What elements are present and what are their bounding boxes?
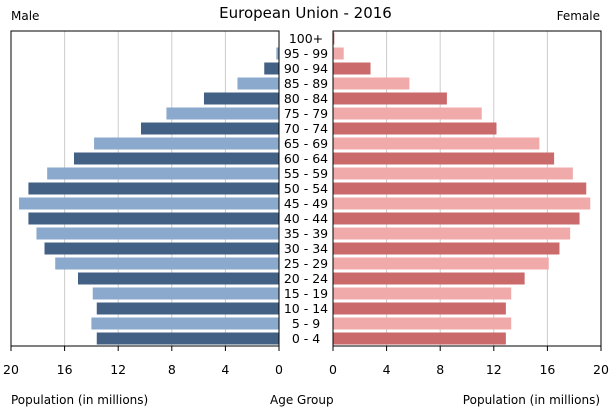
x-tick-label: 0 <box>275 362 283 377</box>
x-ticks-right: 0 4 8 12 16 20 <box>329 346 609 377</box>
age-group-label: 10 - 14 <box>284 301 328 316</box>
male-bar-70-74 <box>140 122 279 135</box>
age-group-label: 30 - 34 <box>284 241 328 256</box>
female-bar-20-24 <box>333 272 525 285</box>
female-bar-45-49 <box>333 197 591 210</box>
age-group-label: 60 - 64 <box>284 151 328 166</box>
male-bar-50-54 <box>28 182 280 195</box>
x-tick-label: 0 <box>329 362 337 377</box>
female-bar-0-4 <box>333 332 506 345</box>
male-bar-60-64 <box>73 152 279 165</box>
x-tick-label: 4 <box>383 362 391 377</box>
male-bars <box>19 32 280 345</box>
male-bar-75-79 <box>166 107 279 120</box>
age-group-label: 65 - 69 <box>284 136 328 151</box>
age-group-label: 85 - 89 <box>284 76 328 91</box>
male-bar-30-34 <box>44 242 279 255</box>
age-group-label: 25 - 29 <box>284 256 328 271</box>
female-bar-70-74 <box>333 122 497 135</box>
female-bar-100 <box>333 32 335 45</box>
male-bar-20-24 <box>78 272 279 285</box>
x-tick-label: 12 <box>110 362 126 377</box>
female-bar-40-44 <box>333 212 580 225</box>
female-bar-35-39 <box>333 227 571 240</box>
x-tick-label: 8 <box>436 362 444 377</box>
age-group-label: 50 - 54 <box>284 181 328 196</box>
male-label: Male <box>11 9 40 23</box>
female-bar-55-59 <box>333 167 573 180</box>
male-bar-40-44 <box>28 212 280 225</box>
age-group-label: 45 - 49 <box>284 196 328 211</box>
x-tick-label: 16 <box>539 362 555 377</box>
female-bar-65-69 <box>333 137 540 150</box>
female-bar-90-94 <box>333 62 371 75</box>
female-bar-15-19 <box>333 287 512 300</box>
male-bar-95-99 <box>276 47 279 60</box>
age-group-label: 35 - 39 <box>284 226 328 241</box>
female-bar-85-89 <box>333 77 410 90</box>
x-axis-label-right: Population (in millions) <box>462 393 600 407</box>
age-group-label: 0 - 4 <box>292 331 320 346</box>
male-bar-55-59 <box>47 167 280 180</box>
x-ticks-left: 20 16 12 8 4 0 <box>3 346 283 377</box>
male-bar-0-4 <box>96 332 279 345</box>
female-bar-60-64 <box>333 152 555 165</box>
age-group-label: 75 - 79 <box>284 106 328 121</box>
x-tick-label: 4 <box>221 362 229 377</box>
age-group-label: 95 - 99 <box>284 46 328 61</box>
male-bar-15-19 <box>92 287 280 300</box>
female-label: Female <box>556 9 600 23</box>
female-bar-30-34 <box>333 242 560 255</box>
x-tick-label: 20 <box>3 362 19 377</box>
x-tick-label: 12 <box>486 362 502 377</box>
female-bar-25-29 <box>333 257 549 270</box>
female-plot-frame <box>332 30 602 347</box>
male-bar-90-94 <box>264 62 279 75</box>
age-group-label: 55 - 59 <box>284 166 328 181</box>
female-bars <box>333 32 591 345</box>
age-group-label: 15 - 19 <box>284 286 328 301</box>
age-group-label: 20 - 24 <box>284 271 328 286</box>
male-bar-85-89 <box>237 77 279 90</box>
age-group-label: 40 - 44 <box>284 211 328 226</box>
male-plot-frame <box>10 30 280 347</box>
male-bar-80-84 <box>203 92 279 105</box>
female-bar-95-99 <box>333 47 344 60</box>
male-bar-35-39 <box>36 227 280 240</box>
chart-title: European Union - 2016 <box>219 4 392 22</box>
age-group-label: 90 - 94 <box>284 61 328 76</box>
age-group-label: 70 - 74 <box>284 121 328 136</box>
female-bar-50-54 <box>333 182 587 195</box>
x-axis-label-left: Population (in millions) <box>11 393 149 407</box>
x-tick-label: 20 <box>593 362 609 377</box>
male-bar-5-9 <box>91 317 280 330</box>
female-bar-75-79 <box>333 107 482 120</box>
x-tick-label: 16 <box>57 362 73 377</box>
x-axis-label-center: Age Group <box>270 393 334 407</box>
female-bar-5-9 <box>333 317 512 330</box>
male-bar-45-49 <box>19 197 279 210</box>
male-bar-10-14 <box>96 302 279 315</box>
female-bar-80-84 <box>333 92 447 105</box>
x-tick-label: 8 <box>168 362 176 377</box>
age-group-label: 5 - 9 <box>292 316 320 331</box>
age-group-label: 100+ <box>289 31 323 46</box>
female-bar-10-14 <box>333 302 506 315</box>
male-bar-65-69 <box>94 137 279 150</box>
male-bar-25-29 <box>55 257 279 270</box>
age-group-label: 80 - 84 <box>284 91 328 106</box>
